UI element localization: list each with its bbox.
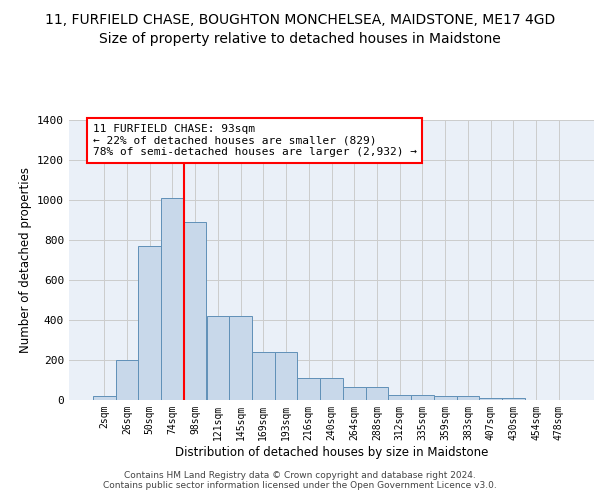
Bar bbox=[139, 246, 161, 400]
Bar bbox=[434, 396, 457, 400]
Bar bbox=[298, 378, 320, 400]
Bar bbox=[479, 398, 502, 400]
Bar bbox=[411, 395, 434, 400]
Text: 11 FURFIELD CHASE: 93sqm
← 22% of detached houses are smaller (829)
78% of semi-: 11 FURFIELD CHASE: 93sqm ← 22% of detach… bbox=[93, 124, 417, 157]
Bar bbox=[320, 378, 343, 400]
Y-axis label: Number of detached properties: Number of detached properties bbox=[19, 167, 32, 353]
Bar bbox=[116, 360, 139, 400]
Bar bbox=[343, 387, 365, 400]
Bar bbox=[365, 387, 388, 400]
Bar bbox=[93, 396, 116, 400]
Bar bbox=[252, 352, 275, 400]
X-axis label: Distribution of detached houses by size in Maidstone: Distribution of detached houses by size … bbox=[175, 446, 488, 458]
Bar bbox=[502, 398, 524, 400]
Text: Size of property relative to detached houses in Maidstone: Size of property relative to detached ho… bbox=[99, 32, 501, 46]
Bar bbox=[457, 396, 479, 400]
Bar bbox=[229, 316, 252, 400]
Text: Contains HM Land Registry data © Crown copyright and database right 2024.
Contai: Contains HM Land Registry data © Crown c… bbox=[103, 470, 497, 490]
Bar bbox=[184, 222, 206, 400]
Text: 11, FURFIELD CHASE, BOUGHTON MONCHELSEA, MAIDSTONE, ME17 4GD: 11, FURFIELD CHASE, BOUGHTON MONCHELSEA,… bbox=[45, 12, 555, 26]
Bar bbox=[161, 198, 184, 400]
Bar bbox=[388, 395, 411, 400]
Bar bbox=[206, 316, 229, 400]
Bar bbox=[275, 352, 298, 400]
